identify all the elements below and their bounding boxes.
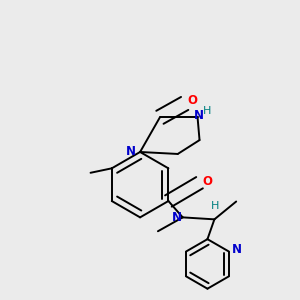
Text: N: N [172, 211, 182, 224]
Text: N: N [126, 146, 136, 158]
Text: H: H [211, 201, 220, 211]
Text: O: O [187, 94, 197, 107]
Text: O: O [202, 175, 212, 188]
Text: N: N [194, 109, 204, 122]
Text: H: H [203, 106, 212, 116]
Text: N: N [232, 243, 242, 256]
